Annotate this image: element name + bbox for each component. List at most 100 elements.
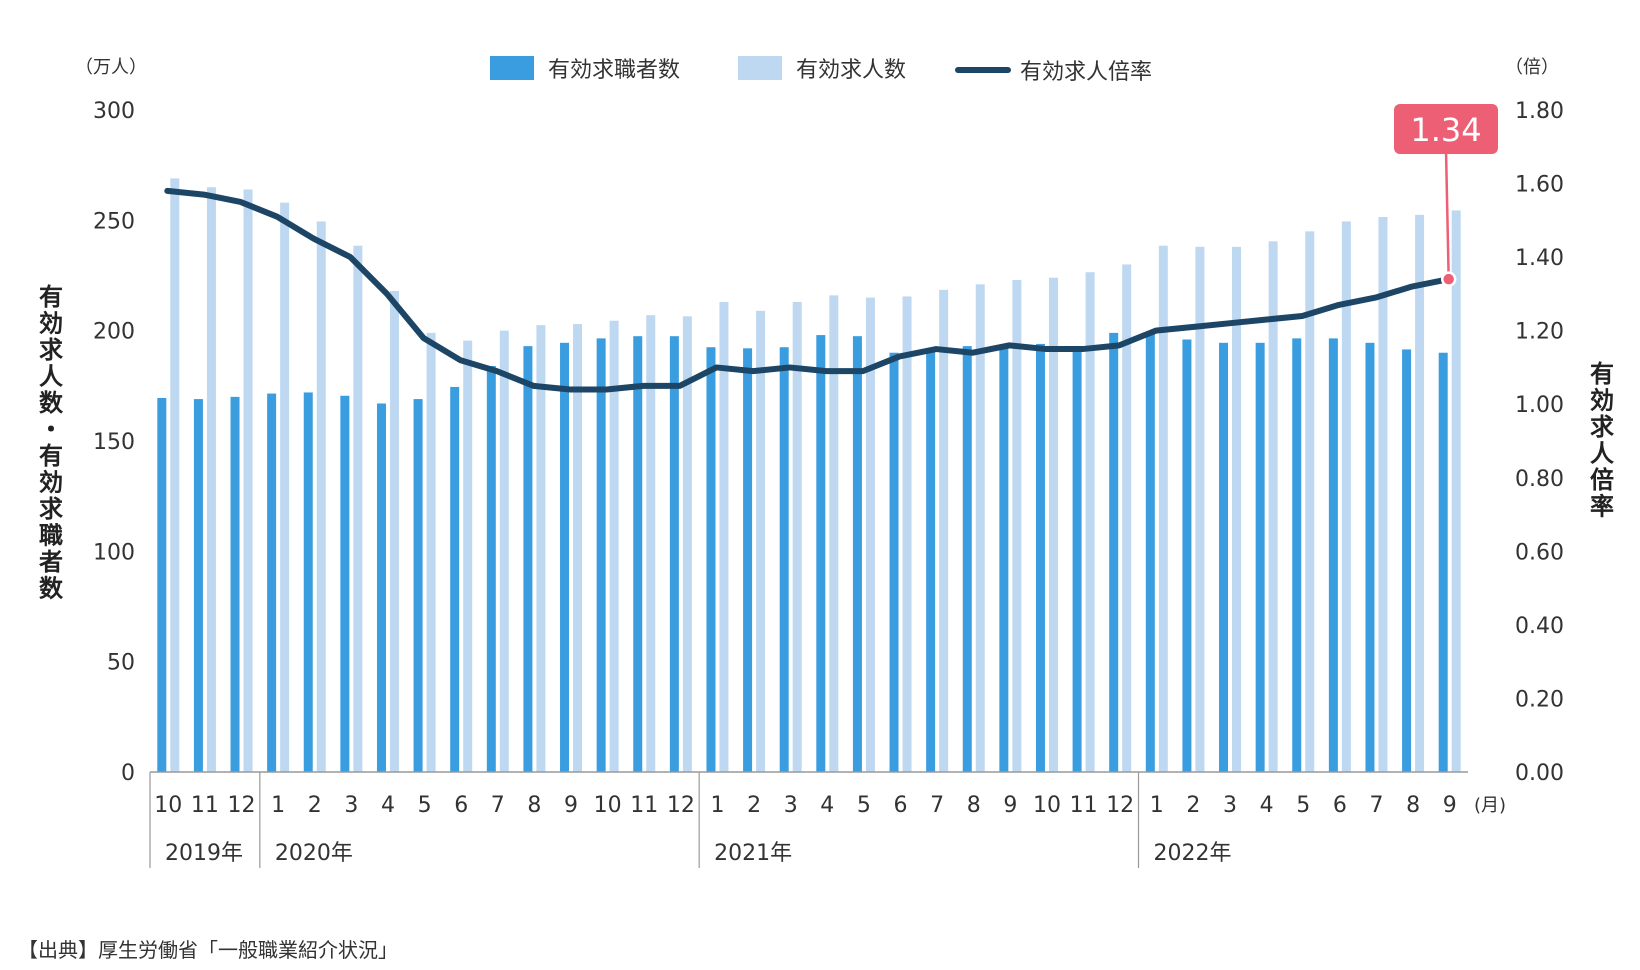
bar-openings [316,221,326,773]
bar-openings [1232,246,1242,772]
bar-jobseekers [999,348,1009,772]
left-tick-label: 150 [93,430,135,455]
right-tick-label: 0.60 [1515,540,1564,565]
month-label: 2 [1186,793,1200,818]
bar-jobseekers [1219,342,1229,772]
left-axis-ticks: 0 50 100 150 200 250 300 [93,99,135,786]
month-label: 7 [1369,793,1383,818]
month-label: 7 [491,793,505,818]
right-tick-label: 0.00 [1515,761,1564,786]
bar-openings [353,245,363,772]
month-label: 1 [710,793,724,818]
month-label: 11 [191,793,219,818]
left-tick-label: 0 [121,761,135,786]
month-label: 7 [930,793,944,818]
bar-openings [1451,210,1461,773]
month-label: 1 [1150,793,1164,818]
month-label: 12 [1106,793,1134,818]
bar-openings [829,295,839,772]
bar-jobseekers [1255,342,1265,772]
bar-jobseekers [450,386,460,772]
left-tick-label: 200 [93,320,135,345]
bar-openings [536,325,546,772]
axis-title-char: 人 [39,363,63,391]
bar-openings [499,330,509,772]
right-tick-label: 1.00 [1515,393,1564,418]
bar-openings [792,301,802,772]
bar-jobseekers [1292,338,1302,772]
month-label: 8 [967,793,981,818]
month-label: 4 [820,793,834,818]
axis-title-char: 求 [1590,413,1614,441]
axis-title-char: 効 [39,469,63,497]
legend: 有効求職者数 有効求人数 有効求人倍率 [490,56,1152,85]
axis-title-char: 有 [39,283,63,311]
bar-jobseekers [157,397,167,772]
ratio-line-layer [164,187,1452,393]
legend-label-jobseekers: 有効求職者数 [548,58,680,83]
bar-jobseekers [1182,339,1192,772]
callout-point [1440,271,1457,287]
month-label: 5 [1296,793,1310,818]
bar-jobseekers [340,395,350,772]
bar-jobseekers [523,346,533,772]
right-tick-label: 0.40 [1515,614,1564,639]
bar-jobseekers [1438,352,1448,772]
right-axis-unit: （倍） [1505,57,1559,78]
bar-openings [756,310,766,772]
bar-openings [1415,214,1425,773]
callout-value: 1.34 [1410,111,1481,149]
bar-openings [1158,245,1168,772]
bar-openings [1195,246,1205,772]
x-axis: 10 11 12 1 2 3 4 5 6 7 8 9 10 11 12 1 2 3 4 5 6 7 8 9 10 11 12 1 2 3 4… [149,771,1506,868]
axis-title-char: ・ [39,416,63,444]
bar-openings [1378,217,1388,773]
month-label: 6 [894,793,908,818]
axis-title-char: 求 [39,495,63,523]
year-label: 2022年 [1154,841,1232,866]
bar-jobseekers [230,396,240,772]
bars [157,178,1461,773]
bar-jobseekers [779,347,789,772]
month-label: 10 [1033,793,1061,818]
bar-jobseekers [852,336,862,772]
bar-openings [1122,264,1132,772]
bar-openings [243,189,253,772]
month-label: 12 [228,793,256,818]
month-label: 11 [1070,793,1098,818]
bar-openings [902,296,912,772]
bar-openings [463,340,473,772]
bar-openings [1048,277,1058,772]
axis-title-char: 人 [1590,440,1614,468]
bar-openings [719,301,729,772]
bar-jobseekers [1145,332,1155,772]
month-label: 1 [271,793,285,818]
month-label: 2 [747,793,761,818]
month-label: 9 [564,793,578,818]
bar-openings [1341,221,1351,773]
month-unit-label: (月) [1474,795,1506,816]
bar-openings [1085,272,1095,772]
bar-jobseekers [1035,343,1045,772]
month-label: 4 [1260,793,1274,818]
left-tick-label: 300 [93,99,135,124]
axis-title-char: 数 [39,389,64,417]
bar-jobseekers [706,347,716,772]
legend-label-openings: 有効求人数 [796,58,906,83]
bar-jobseekers [560,342,570,772]
bar-openings [426,332,436,772]
bar-openings [280,202,290,772]
axis-title-char: 職 [39,522,63,550]
month-label: 6 [1333,793,1347,818]
bar-jobseekers [633,336,643,772]
bar-openings [646,315,656,772]
bar-openings [573,324,583,772]
bar-openings [865,297,875,772]
bar-jobseekers [743,348,753,772]
bar-openings [939,289,949,772]
left-tick-label: 100 [93,540,135,565]
bar-jobseekers [303,392,313,772]
right-tick-label: 1.60 [1515,173,1564,198]
month-label: 8 [1406,793,1420,818]
month-label: 9 [1443,793,1457,818]
